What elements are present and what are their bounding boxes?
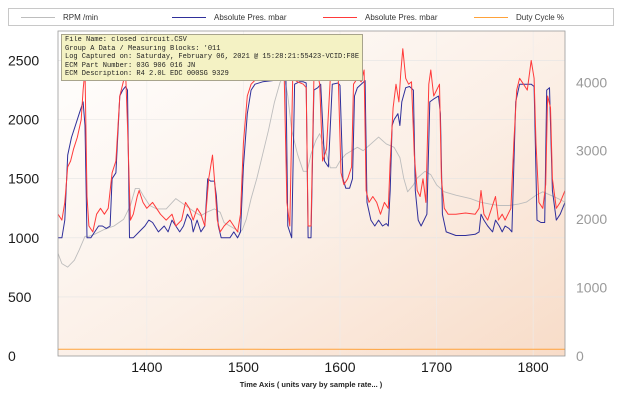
x-tick-label: 1500 [228,359,259,375]
right-axis-ticks: 0 1000 2000 3000 4000 [576,74,607,364]
x-tick-label: 1600 [324,359,355,375]
legend-item-rpm: RPM /min [9,13,160,22]
legend: RPM /min Absolute Pres. mbar Absolute Pr… [8,8,614,26]
legend-swatch-pressure-1 [172,17,206,18]
legend-swatch-duty-cycle [474,17,508,18]
left-tick-label: 2000 [8,112,39,128]
right-tick-label: 4000 [576,74,607,90]
info-log-captured: Log Captured on: Saturday, February 06, … [65,53,359,62]
info-part-number: ECM Part Number: 03G 906 016 JN [65,62,359,71]
legend-label-pressure-2: Absolute Pres. mbar [365,13,437,22]
x-tick-label: 1400 [131,359,162,375]
right-tick-label: 1000 [576,280,607,296]
info-file-name: File Name: closed circuit.CSV [65,36,359,45]
legend-item-pressure-2: Absolute Pres. mbar [311,13,462,22]
legend-item-duty-cycle: Duty Cycle % [462,13,613,22]
legend-item-pressure-1: Absolute Pres. mbar [160,13,311,22]
legend-swatch-pressure-2 [323,17,357,18]
legend-label-rpm: RPM /min [63,13,98,22]
left-axis-ticks: 0 500 1000 1500 2000 2500 [8,53,39,364]
right-tick-label: 3000 [576,143,607,159]
legend-label-duty-cycle: Duty Cycle % [516,13,564,22]
legend-swatch-rpm [21,17,55,18]
info-description: ECM Description: R4 2.0L EDC 000SG 9329 [65,70,359,79]
left-tick-label: 500 [8,289,32,305]
left-tick-label: 1000 [8,230,39,246]
left-tick-label: 2500 [8,53,39,69]
right-tick-label: 0 [576,348,584,364]
left-tick-label: 0 [8,348,16,364]
x-axis-label: Time Axis ( units vary by sample rate...… [240,380,383,389]
x-axis-ticks: 1400 1500 1600 1700 1800 [131,359,549,375]
file-info-box: File Name: closed circuit.CSV Group A Da… [61,34,363,81]
x-tick-label: 1800 [518,359,549,375]
right-tick-label: 2000 [576,211,607,227]
x-tick-label: 1700 [421,359,452,375]
legend-label-pressure-1: Absolute Pres. mbar [214,13,286,22]
info-group: Group A Data / Measuring Blocks: '011 [65,45,359,54]
left-tick-label: 1500 [8,171,39,187]
